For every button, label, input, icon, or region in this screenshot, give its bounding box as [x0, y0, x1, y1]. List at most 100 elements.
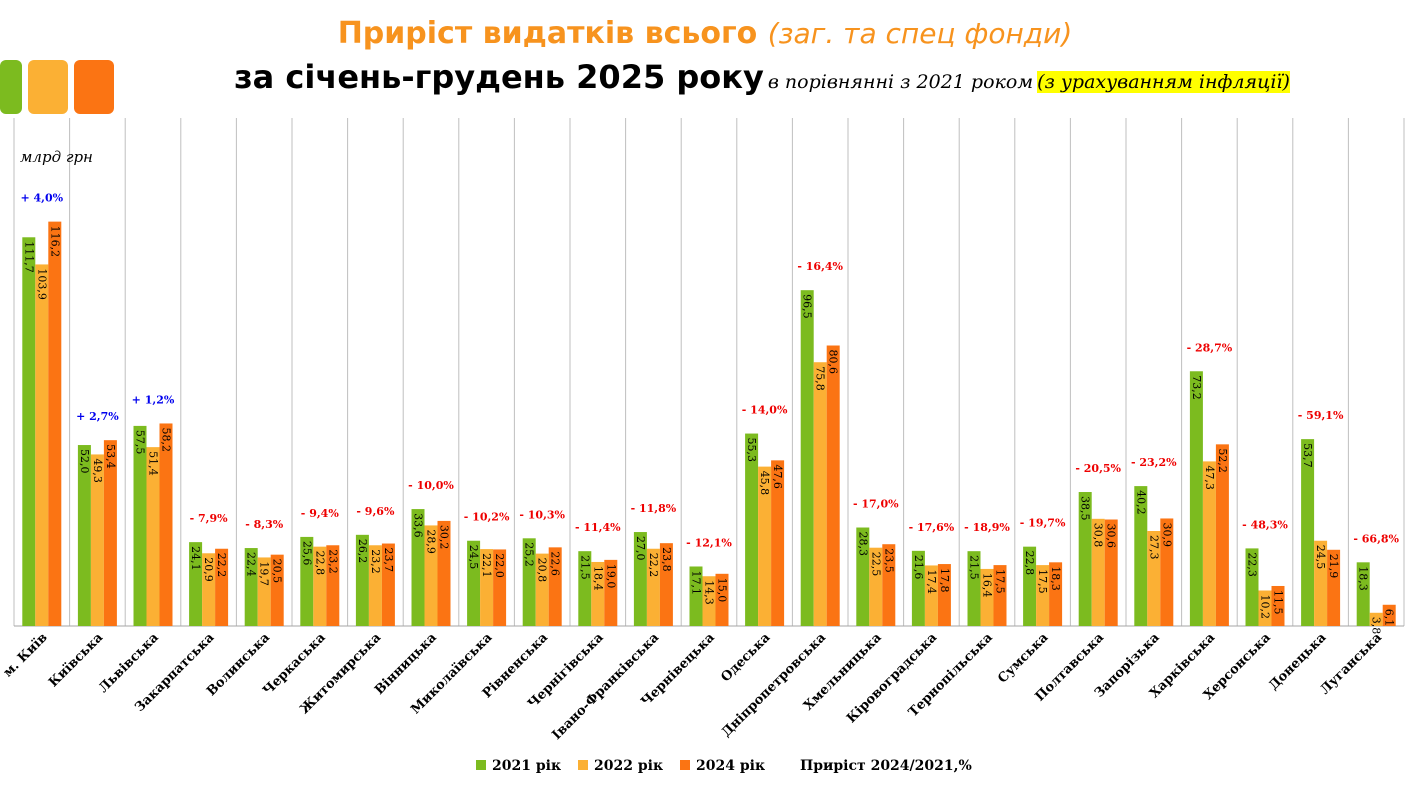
data-label: 25,6	[300, 541, 313, 566]
legend-swatch-2021	[476, 760, 486, 770]
data-label: 103,9	[35, 268, 48, 300]
data-label: 47,3	[1203, 465, 1216, 490]
unit-label: млрд грн	[20, 148, 93, 166]
bar-2021	[1245, 548, 1259, 626]
data-label: 30,9	[1160, 522, 1173, 547]
data-label: 23,5	[882, 548, 895, 573]
bar-2021	[1078, 492, 1092, 626]
data-label: 20,9	[202, 557, 215, 582]
legend-swatch-2024	[680, 760, 690, 770]
data-label: 24,5	[1314, 545, 1327, 570]
bar-2024	[1382, 604, 1396, 626]
data-label: 30,8	[1092, 523, 1105, 548]
data-label: 22,3	[1246, 552, 1259, 577]
data-label: 19,0	[604, 564, 617, 589]
data-label: 22,1	[480, 553, 493, 578]
growth-label: - 16,4%	[797, 260, 843, 273]
growth-label: + 2,7%	[76, 410, 119, 423]
bar-2024	[1104, 519, 1118, 626]
bar-2021	[911, 550, 925, 626]
category-label: Івано-Франківська	[550, 630, 663, 743]
chart-title-note: (заг. та спец фонди)	[767, 17, 1073, 50]
bar-2024	[103, 440, 117, 626]
data-label: 28,3	[856, 532, 869, 557]
data-label: 17,1	[690, 570, 703, 595]
data-label: 30,6	[1105, 524, 1118, 549]
data-label: 22,4	[245, 552, 258, 577]
data-label: 11,5	[1272, 590, 1285, 615]
growth-label: - 17,0%	[853, 498, 899, 511]
bar-2024	[1215, 444, 1229, 626]
bar-2021	[578, 551, 592, 626]
growth-label: - 14,0%	[742, 404, 788, 417]
category-label: Одеська	[718, 630, 773, 685]
legend-growth: Приріст 2024/2021,%	[800, 758, 972, 774]
bar-2024	[48, 221, 62, 626]
bar-2024	[1327, 549, 1341, 626]
legend-label-2024: 2024 рік	[696, 758, 766, 774]
data-label: 20,5	[271, 559, 284, 584]
bar-2022	[980, 568, 994, 626]
data-label: 96,5	[801, 294, 814, 319]
data-label: 116,2	[48, 226, 61, 258]
bar-2022	[146, 447, 160, 626]
bar-2022	[813, 362, 827, 626]
bar-2021	[522, 538, 536, 626]
bar-2022	[1258, 590, 1272, 626]
bar-2021	[355, 534, 369, 626]
bar-2024	[437, 520, 451, 626]
data-label: 16,4	[981, 573, 994, 598]
data-label: 47,6	[771, 464, 784, 489]
bar-2024	[1049, 562, 1063, 626]
bar-2024	[993, 565, 1007, 626]
chart-legend: 2021 рік 2022 рік 2024 рік Приріст 2024/…	[0, 758, 1410, 780]
bar-2024	[270, 554, 284, 626]
data-label: 18,3	[1049, 566, 1062, 591]
bar-2022	[702, 576, 716, 626]
category-label: Сумська	[995, 630, 1052, 687]
data-label: 21,9	[1327, 554, 1340, 579]
bar-2021	[1301, 439, 1315, 626]
bar-2022	[257, 557, 271, 626]
category-label: Дніпропетровська	[719, 630, 829, 740]
chart-title-main: Приріст видатків всього	[337, 16, 758, 51]
data-label: 28,9	[425, 529, 438, 554]
bar-2022	[1147, 530, 1161, 626]
bar-2022	[368, 545, 382, 626]
data-label: 15,0	[716, 578, 729, 603]
bar-2021	[244, 548, 258, 626]
category-label: Київська	[46, 630, 107, 691]
bar-2022	[924, 565, 938, 626]
growth-label: - 17,6%	[909, 521, 955, 534]
chart-subtitle-compare: в порівнянні з 2021 роком	[767, 71, 1034, 93]
bar-2022	[90, 454, 104, 626]
legend-item-2021: 2021 рік	[476, 758, 561, 774]
data-label: 21,6	[912, 555, 925, 580]
bar-2024	[715, 573, 729, 626]
legend-item-2024: 2024 рік	[680, 758, 765, 774]
data-label: 51,4	[147, 451, 160, 476]
growth-label: - 11,4%	[575, 521, 621, 534]
data-label: 22,2	[647, 553, 660, 578]
bar-2024	[1160, 518, 1174, 626]
bar-2021	[967, 551, 981, 626]
bar-2022	[869, 547, 883, 626]
data-label: 3,8	[1370, 617, 1383, 635]
category-label: м. Київ	[1, 630, 51, 680]
growth-label: - 9,6%	[356, 505, 395, 518]
bar-2021	[1023, 546, 1037, 626]
data-label: 26,2	[356, 539, 369, 564]
data-label: 111,7	[22, 241, 35, 273]
growth-label: + 4,0%	[20, 192, 63, 205]
data-label: 53,7	[1301, 443, 1314, 468]
bar-2024	[771, 460, 785, 626]
bar-2022	[1369, 612, 1383, 626]
decor-square-yellow	[28, 60, 68, 114]
bar-2022	[313, 546, 327, 626]
data-label: 17,4	[925, 569, 938, 594]
data-label: 6,1	[1383, 609, 1396, 627]
bar-2022	[758, 466, 772, 626]
bar-2024	[604, 559, 618, 626]
data-label: 38,5	[1079, 496, 1092, 521]
bar-2024	[215, 548, 229, 626]
